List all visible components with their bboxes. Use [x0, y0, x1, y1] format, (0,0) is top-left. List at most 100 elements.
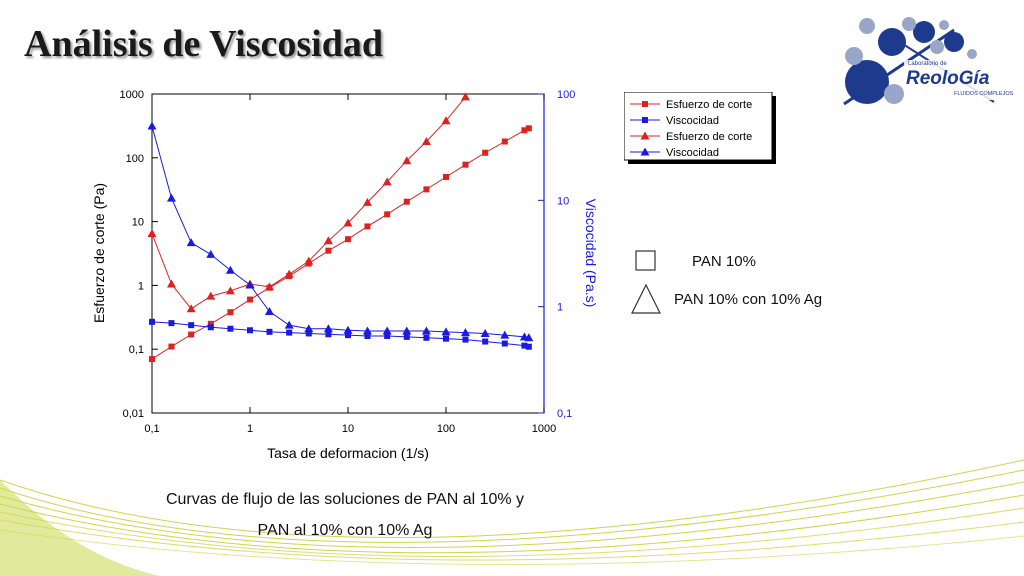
data-point — [343, 325, 353, 334]
data-point — [247, 327, 253, 334]
y-left-tick-label: 0,01 — [123, 408, 144, 420]
data-point — [323, 236, 333, 245]
data-point — [323, 324, 333, 333]
data-point — [225, 286, 235, 295]
data-point — [149, 356, 155, 363]
data-point — [343, 218, 353, 227]
data-point — [364, 223, 371, 230]
y-right-tick-label: 0,1 — [557, 408, 572, 420]
data-point — [403, 198, 410, 205]
data-point — [501, 138, 508, 145]
data-point — [382, 177, 392, 186]
data-point — [166, 279, 176, 288]
data-point — [325, 247, 332, 254]
square-symbol-icon — [635, 250, 656, 271]
data-point — [460, 92, 470, 101]
data-point — [166, 193, 176, 202]
data-point — [245, 280, 255, 289]
data-point — [304, 256, 314, 265]
data-point — [345, 236, 351, 243]
data-point — [501, 340, 508, 347]
data-point — [364, 332, 371, 339]
data-point — [206, 249, 216, 258]
data-point — [206, 291, 216, 300]
data-point — [521, 127, 528, 134]
data-point — [147, 121, 157, 130]
data-point — [423, 334, 430, 341]
shape-legend-square: PAN 10% — [634, 249, 756, 273]
caption-line-1: Curvas de flujo de las soluciones de PAN… — [165, 491, 525, 508]
data-point — [421, 326, 431, 335]
figure-caption: Curvas de flujo de las soluciones de PAN… — [130, 484, 560, 546]
data-point — [462, 336, 469, 343]
y-left-tick-label: 1 — [138, 280, 144, 292]
data-point — [305, 330, 312, 337]
x-axis-label: Tasa de deformacion (1/s) — [267, 445, 429, 461]
y-right-tick-label: 1 — [557, 302, 563, 314]
data-point — [345, 332, 351, 339]
legend-label: Viscocidad — [666, 147, 719, 159]
y-right-axis-label: Viscocidad (Pa.s) — [583, 199, 599, 308]
data-point — [462, 161, 469, 168]
y-right-tick-label: 10 — [557, 195, 569, 207]
x-tick-label: 1 — [247, 423, 253, 435]
x-tick-label: 100 — [437, 423, 455, 435]
data-point — [186, 304, 196, 313]
data-point — [264, 282, 274, 291]
data-point — [525, 125, 532, 132]
data-point — [284, 269, 294, 278]
data-point — [168, 320, 175, 327]
flow-curve-chart: 0,1 1 10 100 10000,010,111010010000,1110100 … — [91, 89, 599, 461]
data-point — [443, 335, 449, 342]
data-point — [207, 320, 214, 327]
data-point — [441, 116, 451, 125]
data-point — [225, 265, 235, 274]
legend-marker — [642, 101, 648, 107]
svg-text:Laboratorio de: Laboratorio de — [908, 61, 947, 67]
data-point — [325, 331, 332, 338]
data-point — [382, 326, 392, 335]
data-point — [284, 320, 294, 329]
svg-text:ReoloGía: ReoloGía — [906, 68, 990, 89]
data-point — [188, 331, 195, 338]
data-point — [402, 326, 412, 335]
data-point — [186, 238, 196, 247]
data-point — [362, 197, 372, 206]
x-tick-label: 10 — [342, 423, 354, 435]
data-point — [403, 333, 410, 340]
y-left-tick-label: 0,1 — [129, 344, 144, 356]
data-point — [266, 328, 273, 335]
data-point — [384, 332, 391, 339]
y-left-axis-label: Esfuerzo de corte (Pa) — [91, 183, 107, 323]
reologia-logo: Laboratorio de ReoloGía FLUIDOS COMPLEJO… — [843, 17, 1019, 106]
shape-legend: PAN 10% PAN 10% con 10% Ag — [620, 245, 860, 325]
data-point — [482, 338, 489, 345]
data-point — [362, 326, 372, 335]
data-point — [441, 327, 451, 336]
data-point — [524, 333, 534, 342]
data-point — [500, 330, 510, 339]
data-point — [168, 343, 175, 350]
y-left-tick-label: 10 — [132, 217, 144, 229]
data-point — [188, 322, 195, 329]
shape-legend-label: PAN 10% — [692, 252, 756, 270]
data-point — [423, 186, 430, 193]
legend-marker — [642, 117, 648, 123]
legend-label: Esfuerzo de corte — [666, 131, 752, 143]
shape-legend-triangle: PAN 10% con 10% Ag — [630, 283, 822, 315]
data-point — [525, 343, 532, 350]
legend-label: Viscocidad — [666, 115, 719, 127]
legend-label: Esfuerzo de corte — [666, 99, 752, 111]
data-point — [207, 324, 214, 331]
data-point — [227, 325, 234, 332]
page-title: Análisis de Viscosidad — [24, 23, 383, 65]
y-left-tick-label: 1000 — [120, 89, 144, 101]
series-line — [151, 125, 529, 339]
data-point — [304, 324, 314, 333]
svg-text:FLUIDOS COMPLEJOS: FLUIDOS COMPLEJOS — [954, 91, 1014, 97]
data-point — [521, 342, 528, 349]
data-point — [421, 137, 431, 146]
decorative-swoosh — [0, 459, 1024, 576]
chart-legend: Esfuerzo de corte Viscocidad Esfuerzo de c… — [624, 92, 776, 164]
data-point — [384, 211, 391, 218]
